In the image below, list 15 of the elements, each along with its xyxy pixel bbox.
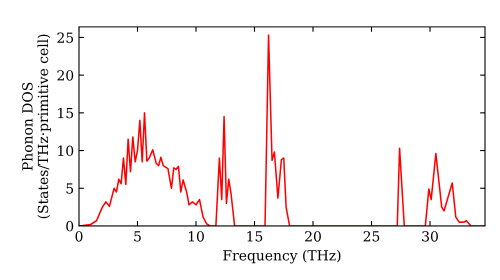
x-tick-label: 5 bbox=[134, 231, 141, 242]
x-axis-title: Frequency (THz) bbox=[223, 250, 340, 264]
x-tick-label: 15 bbox=[247, 231, 262, 242]
x-tick-label: 10 bbox=[188, 231, 204, 242]
x-tick-label: 30 bbox=[422, 231, 438, 242]
y-tick-label: 5 bbox=[66, 183, 74, 194]
y-tick-label: 25 bbox=[57, 32, 74, 43]
x-tick-label: 20 bbox=[305, 231, 321, 242]
x-tick-label: 0 bbox=[75, 231, 82, 242]
x-tick-label: 25 bbox=[364, 231, 380, 242]
y-tick-label: 20 bbox=[57, 70, 74, 81]
y-tick-label: 0 bbox=[66, 220, 74, 232]
y-tick-label: 15 bbox=[58, 108, 74, 118]
y-tick-label: 10 bbox=[58, 146, 74, 156]
y-axis-title: Phonon DOS (States/THz·primitive cell) bbox=[22, 34, 51, 218]
